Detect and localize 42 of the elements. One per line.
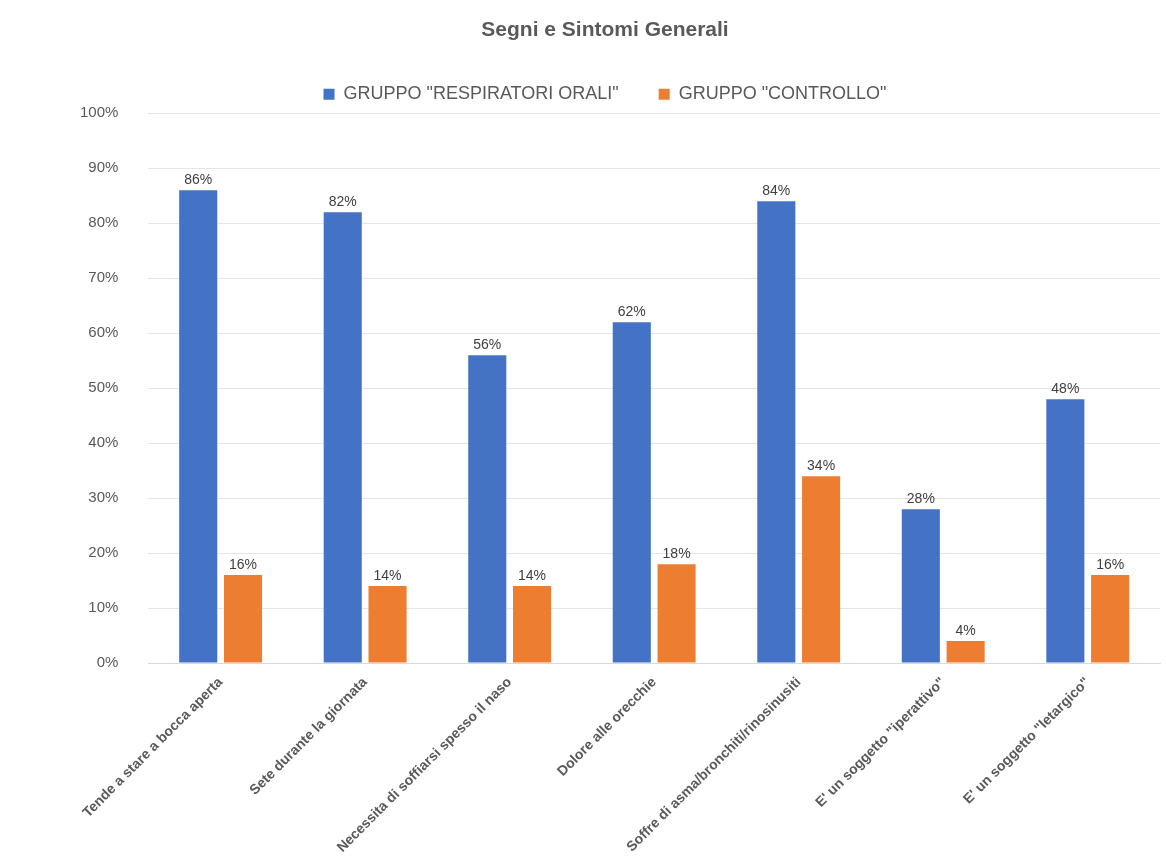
y-tick-label: 60%: [88, 323, 119, 341]
data-label: 86%: [184, 171, 213, 188]
y-tick-label: 0%: [96, 653, 119, 671]
y-tick-label: 10%: [88, 598, 119, 616]
data-label: 28%: [906, 489, 935, 506]
legend-label: GRUPPO "RESPIRATORI ORALI": [343, 83, 619, 104]
bar: [802, 476, 841, 663]
bar: [657, 564, 696, 663]
bar: [901, 509, 940, 663]
y-tick-label: 40%: [88, 433, 119, 451]
y-tick-label: 100%: [79, 103, 119, 121]
legend-label: GRUPPO "CONTROLLO": [678, 83, 887, 104]
data-label: 16%: [1096, 555, 1125, 572]
y-tick-label: 20%: [88, 543, 119, 561]
data-label: 18%: [662, 544, 691, 561]
data-label: 84%: [762, 182, 791, 199]
data-label: 48%: [1051, 380, 1080, 397]
bar: [946, 641, 985, 663]
y-tick-label: 90%: [88, 158, 119, 176]
data-label: 62%: [617, 303, 646, 320]
data-label: 14%: [373, 566, 402, 583]
bar: [468, 355, 507, 663]
bar: [223, 575, 263, 663]
bar: [368, 586, 407, 663]
bar: [323, 212, 362, 663]
chart-title: Segni e Sintomi Generali: [481, 17, 729, 41]
bar: [1091, 575, 1130, 663]
data-label: 82%: [328, 193, 357, 210]
bar: [612, 322, 651, 663]
bar: [179, 190, 218, 663]
y-tick-label: 70%: [88, 268, 119, 286]
data-label: 14%: [518, 566, 547, 583]
bar: [1046, 399, 1085, 663]
y-tick-label: 50%: [88, 378, 119, 396]
data-label: 56%: [473, 336, 502, 353]
data-label: 4%: [955, 621, 976, 638]
y-tick-label: 80%: [88, 213, 119, 231]
data-label: 34%: [807, 457, 836, 473]
y-tick-label: 30%: [88, 488, 119, 506]
bar: [757, 201, 796, 663]
data-label: 16%: [229, 555, 258, 572]
bar: [513, 586, 552, 663]
